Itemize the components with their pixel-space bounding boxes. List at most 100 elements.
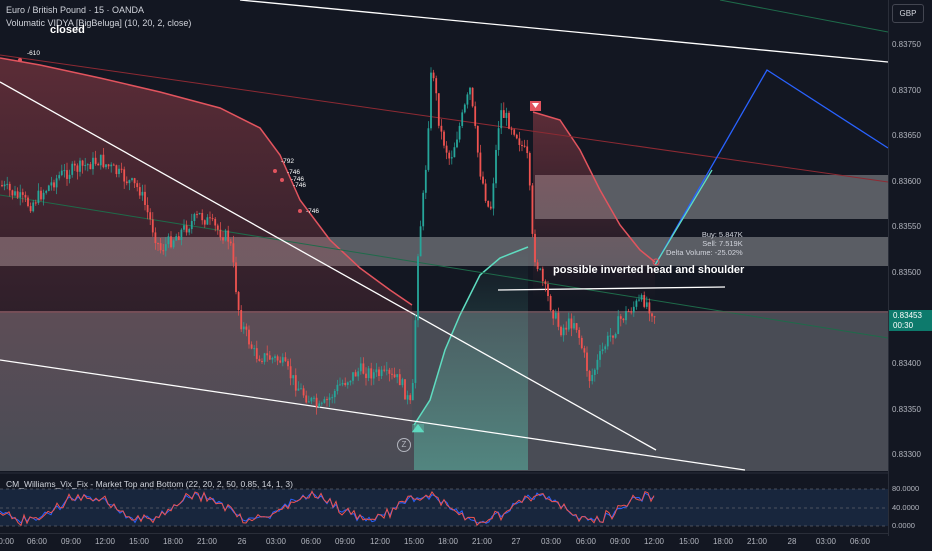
indicator-title[interactable]: Volumatic VIDYA [BigBeluga] (10, 20, 2, … — [6, 18, 192, 28]
candle-body — [357, 371, 360, 377]
currency-button[interactable]: GBP — [892, 4, 924, 23]
current-price-badge: 0.83453 00:30 — [889, 310, 932, 331]
level-label: -610 — [27, 50, 41, 57]
candle-body — [123, 169, 126, 182]
candle-body — [224, 230, 227, 241]
candle-body — [554, 312, 557, 319]
candle-body — [146, 204, 149, 213]
sub-tick: 0.0000 — [892, 521, 915, 530]
candle-body — [583, 348, 586, 353]
candle-body — [513, 129, 516, 135]
candle-body — [651, 313, 653, 317]
candle-body — [552, 310, 555, 319]
candle-body — [606, 335, 609, 347]
candle-body — [201, 212, 204, 221]
candle-body — [523, 145, 526, 147]
candle-body — [45, 190, 48, 193]
candle-body — [120, 168, 123, 170]
candle-body — [81, 160, 84, 166]
sell-volume: Sell: 7.519K — [702, 239, 743, 248]
candle-body — [326, 399, 328, 401]
candle-body — [242, 326, 245, 330]
candle-body — [440, 125, 443, 132]
level-dot — [280, 178, 284, 182]
price-axis[interactable] — [888, 0, 932, 536]
candle-body — [500, 110, 503, 129]
candle-body — [281, 357, 284, 363]
vidya-line-bearish-right — [532, 111, 656, 263]
candle-body — [508, 112, 510, 129]
candle-body — [424, 169, 427, 193]
candle-body — [612, 335, 614, 338]
time-axis[interactable] — [0, 533, 888, 551]
candle-body — [482, 176, 484, 184]
candle-body — [55, 178, 58, 188]
candle-body — [365, 373, 367, 379]
candle-body — [630, 311, 633, 313]
candle-body — [185, 225, 188, 233]
candle-body — [292, 375, 295, 379]
candle-body — [1, 185, 3, 187]
candle-body — [125, 181, 128, 184]
candle-body — [432, 72, 435, 79]
candle-body — [66, 170, 68, 179]
candle-body — [8, 183, 11, 191]
candle-body — [268, 355, 271, 360]
time-tick: 21:00 — [471, 537, 493, 546]
candle-body — [469, 87, 471, 95]
candle-body — [97, 163, 100, 166]
bar-countdown: 00:30 — [893, 321, 914, 330]
candle-body — [502, 110, 505, 118]
candle-body — [196, 214, 198, 216]
candle-body — [198, 212, 201, 215]
candle-body — [487, 200, 490, 207]
candle-body — [396, 374, 399, 378]
candle-body — [601, 349, 604, 352]
candle-body — [617, 316, 620, 334]
time-tick: 06:00 — [849, 537, 871, 546]
candle-body — [479, 152, 482, 177]
candle-body — [588, 370, 591, 382]
candle-body — [380, 369, 383, 377]
level-dot — [298, 209, 302, 213]
symbol-title[interactable]: Euro / British Pound · 15 · OANDA — [6, 5, 145, 15]
vidya-bullish-fill — [414, 247, 528, 470]
pattern-annotation[interactable]: possible inverted head and shoulder — [553, 264, 745, 276]
candle-body — [32, 202, 35, 212]
sub-indicator-title[interactable]: CM_Williams_Vix_Fix - Market Top and Bot… — [6, 479, 293, 489]
buy-arrow-box — [412, 424, 424, 433]
candle-body — [183, 225, 185, 230]
candle-body — [627, 311, 630, 313]
candle-body — [453, 147, 456, 158]
candle-body — [237, 292, 240, 310]
candle-body — [141, 191, 144, 196]
candle-body — [89, 164, 92, 170]
candle-body — [378, 369, 380, 377]
time-tick: 28 — [787, 537, 797, 546]
candle-body — [417, 256, 419, 321]
candle-body — [232, 243, 235, 263]
candle-body — [541, 268, 544, 282]
candle-body — [349, 380, 352, 383]
candle-body — [162, 250, 165, 252]
candle-body — [29, 206, 32, 212]
candle-body — [339, 384, 341, 386]
candle-body — [422, 192, 425, 227]
trendline-white-bottom — [0, 359, 746, 471]
candle-body — [294, 375, 297, 391]
candle-body — [528, 153, 531, 186]
candle-body — [411, 382, 414, 401]
vix-fix-red-line — [0, 490, 655, 527]
candle-body — [362, 363, 365, 374]
time-tick: 06:00 — [575, 537, 597, 546]
closed-note: closed — [50, 24, 85, 36]
vidya-line-bullish — [413, 246, 529, 426]
candle-body — [318, 403, 321, 408]
candle-body — [385, 369, 388, 371]
candle-body — [107, 164, 110, 167]
candle-body — [167, 236, 170, 245]
candle-body — [138, 187, 141, 196]
candle-body — [310, 397, 313, 402]
candle-body — [50, 182, 53, 186]
